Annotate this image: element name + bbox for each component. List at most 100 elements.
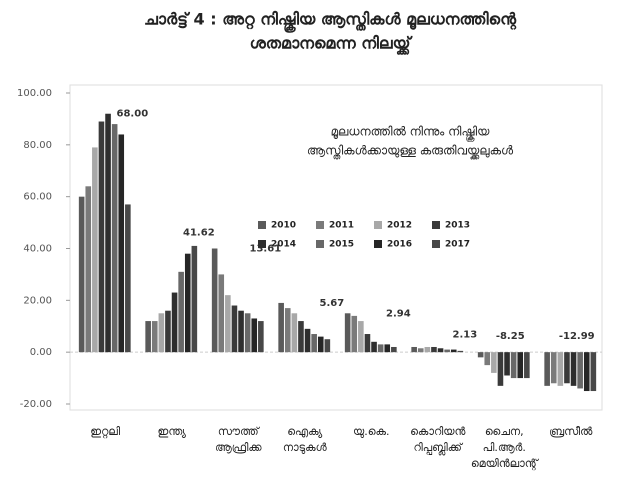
bar [510,352,517,379]
bar [364,334,371,353]
x-tick-label: കൊറിയൻ [410,425,465,438]
bar [278,302,284,353]
bar [284,308,291,353]
bar [444,349,450,353]
x-tick-label: നാടുകൾ [283,441,328,454]
x-tick-label: ഇറ്റലി [90,425,121,439]
bar [225,295,231,353]
x-tick-label: ആഫ്രിക്ക [215,441,262,454]
bar [517,352,524,379]
legend-swatch [258,221,266,229]
data-label: -8.25 [496,331,525,342]
x-tick-label: മെയിൻലാന്റ് [471,457,540,471]
bar [504,352,510,376]
x-tick-label: ബ്രസീൽ [549,425,593,438]
bar [377,344,384,353]
bar [384,344,391,353]
subtitle: മൂലധനത്തിൽ നിന്നും നിഷ്ക്രിയ [331,125,491,142]
bar [583,352,590,392]
bar [450,349,457,353]
bar [98,121,105,353]
bar [105,113,111,353]
bar [411,346,417,353]
x-tick-label: ഐക്യ [287,425,323,438]
bar [92,147,98,353]
bar [544,352,550,386]
bar [590,352,597,392]
bar [437,348,444,353]
bar [491,352,497,373]
bar [118,134,125,353]
legend-label: 2013 [445,221,470,231]
legend-label: 2015 [329,240,354,250]
y-tick-label: 100.00 [17,88,52,99]
bar [258,321,264,353]
bar [238,310,244,353]
legend-swatch [316,240,324,248]
bar [557,352,564,386]
legend-swatch [432,240,440,248]
legend-swatch [316,221,324,229]
bar [417,348,424,353]
bar [178,271,184,353]
data-label: 13.61 [250,244,282,255]
data-label: 41.62 [183,227,215,238]
bar [431,346,437,353]
bar [497,352,504,386]
bar [184,253,191,353]
data-label: 2.13 [453,330,478,341]
bar [344,313,351,353]
bar [391,346,397,353]
bar [484,352,491,366]
subtitle: ആസ്തികൾക്കായുള്ള കരുതിവയ്ക്കലുകൾ [307,144,514,159]
bar [251,318,258,353]
legend-label: 2012 [387,221,412,231]
data-label: 2.94 [386,308,411,319]
x-tick-label: യു.കെ. [353,425,390,438]
bar [564,352,570,384]
bar [524,352,530,379]
bar [577,352,583,389]
legend-label: 2016 [387,240,412,250]
bar [231,305,238,353]
bar [311,334,317,353]
legend-label: 2010 [271,221,296,231]
bar [371,341,377,353]
y-tick-label: 60.00 [23,192,52,203]
bar [324,339,331,353]
data-label: -12.99 [559,331,595,342]
bar [125,204,131,353]
bar [211,248,218,353]
legend-swatch [258,240,266,248]
bar [358,321,364,353]
y-tick-label: 80.00 [23,140,52,151]
legend-label: 2014 [271,240,296,250]
bar [351,315,358,353]
bar [191,245,198,353]
x-tick-label: ഇന്ത്യ [158,425,187,438]
chart-title: ശതമാനമെന്ന നിലയ്ക്ക് [250,34,413,57]
y-tick-label: 20.00 [23,295,52,306]
x-tick-label: പി.ആർ. [483,441,526,454]
legend-label: 2017 [445,240,470,250]
bar [85,186,92,353]
bar [78,196,85,353]
y-tick-label: 40.00 [23,244,52,255]
bar [298,321,304,353]
bar [457,350,464,353]
legend-swatch [374,240,382,248]
bar [477,352,484,358]
data-label: 68.00 [117,109,149,120]
bar [550,352,557,384]
y-tick-label: -20.00 [20,399,52,410]
plot-frame [69,84,603,411]
legend-label: 2011 [329,221,354,231]
bar [570,352,577,386]
x-tick-label: റിപ്പബ്ലിക്ക് [414,441,464,456]
bar [151,321,158,353]
bar [218,274,225,353]
x-tick-label: ചൈന, [485,425,524,438]
bar [145,321,151,353]
x-tick-label: സൗത്ത് [218,425,261,438]
bar [171,292,178,353]
